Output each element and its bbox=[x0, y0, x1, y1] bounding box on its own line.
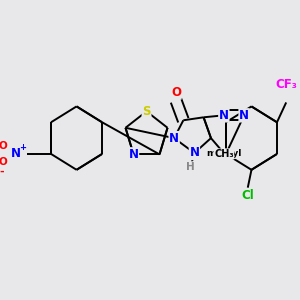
Text: N: N bbox=[169, 132, 179, 145]
Text: S: S bbox=[142, 105, 151, 118]
Text: Cl: Cl bbox=[242, 189, 254, 202]
Text: methyl: methyl bbox=[206, 149, 242, 158]
Text: N: N bbox=[11, 148, 21, 160]
Text: O: O bbox=[171, 86, 181, 99]
Text: N: N bbox=[128, 148, 139, 161]
Text: CH₃: CH₃ bbox=[214, 149, 234, 159]
Text: N: N bbox=[219, 109, 229, 122]
Text: O: O bbox=[0, 141, 8, 151]
Text: CF₃: CF₃ bbox=[275, 78, 297, 91]
Text: N: N bbox=[239, 109, 249, 122]
Text: O: O bbox=[0, 157, 8, 167]
Text: H: H bbox=[186, 162, 195, 172]
Text: -: - bbox=[0, 167, 4, 177]
Text: N: N bbox=[189, 146, 200, 160]
Text: +: + bbox=[19, 142, 26, 152]
